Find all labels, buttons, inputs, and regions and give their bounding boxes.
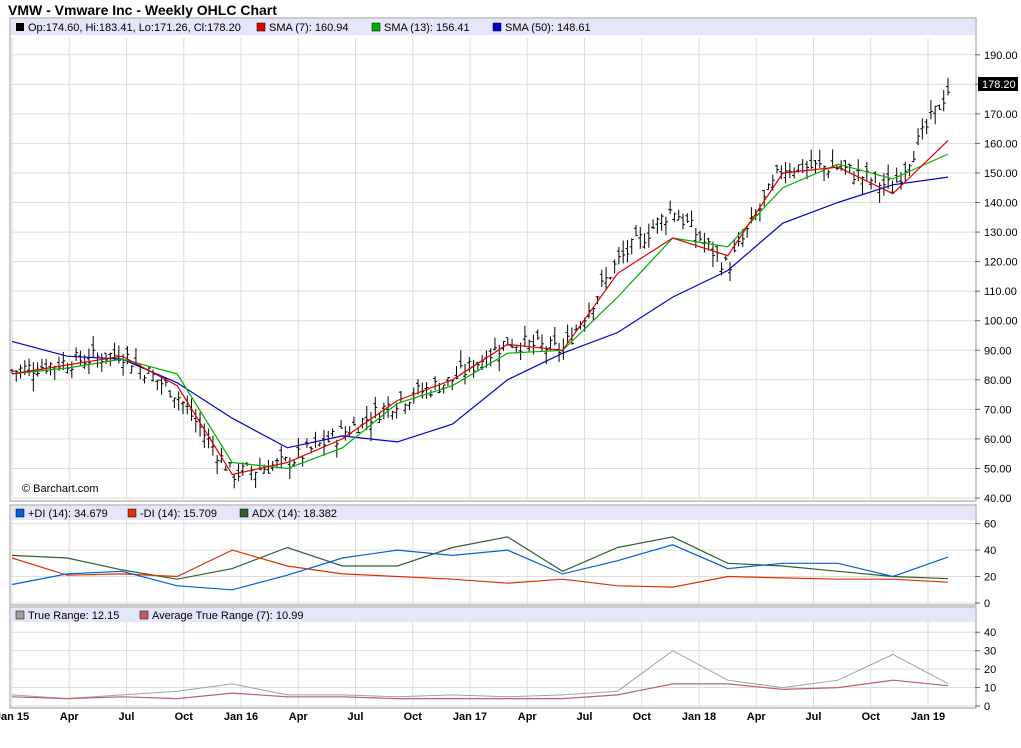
- price-y-tick-label: 120.00: [984, 257, 1018, 269]
- tr-y-tick-label: 40: [984, 627, 996, 639]
- legend-adx: ADX (14): 18.382: [252, 508, 337, 520]
- legend-sma50: SMA (50): 148.61: [505, 22, 591, 34]
- tr-y-tick-label: 0: [984, 701, 990, 713]
- sma13-line: [11, 153, 949, 470]
- price-y-tick-label: 80.00: [984, 375, 1012, 387]
- dmi-y-tick-label: 20: [984, 572, 996, 584]
- x-tick-label: Jan 16: [224, 711, 258, 723]
- tr-y-tick-label: 20: [984, 664, 996, 676]
- dmi-panel: [9, 504, 977, 606]
- minus-di-line: [11, 549, 949, 588]
- price-y-tick-label: 110.00: [984, 286, 1017, 298]
- x-tick-label: Oct: [633, 711, 652, 723]
- legend-atr: Average True Range (7): 10.99: [152, 610, 303, 622]
- price-y-tick-label: 50.00: [984, 463, 1012, 475]
- x-tick-label: Apr: [60, 711, 80, 723]
- x-tick-label: Oct: [404, 711, 423, 723]
- price-y-tick-label: 100.00: [984, 316, 1018, 328]
- legend-swatch-true-range: [15, 610, 25, 620]
- adx-line: [11, 536, 949, 580]
- price-panel: [9, 17, 977, 502]
- legend-swatch-plus-di: [15, 508, 25, 518]
- legend-swatch-sma13: [371, 22, 381, 32]
- tr-y-tick-label: 10: [984, 683, 996, 695]
- x-tick-label: Jul: [806, 711, 822, 723]
- dmi-y-tick-label: 0: [984, 598, 990, 610]
- price-y-tick-label: 160.00: [984, 138, 1018, 150]
- price-y-tick-label: 140.00: [984, 198, 1018, 210]
- x-tick-label: Jul: [577, 711, 593, 723]
- legend-swatch-sma50: [492, 22, 502, 32]
- price-y-tick-label: 70.00: [984, 404, 1012, 416]
- price-y-tick-label: 60.00: [984, 434, 1012, 446]
- tr-legend: True Range: 12.15 Average True Range (7)…: [15, 610, 303, 622]
- dmi-legend: +DI (14): 34.679 -DI (14): 15.709 ADX (1…: [15, 508, 337, 520]
- dmi-y-tick-label: 60: [984, 519, 996, 531]
- legend-true-range: True Range: 12.15: [28, 610, 119, 622]
- true-range-line: [11, 650, 949, 700]
- legend-swatch-ohlc: [16, 23, 24, 31]
- tr-legend-band: [11, 608, 975, 622]
- price-y-tick-label: 150.00: [984, 168, 1018, 180]
- last-price-box: [978, 77, 1018, 91]
- legend-minus-di: -DI (14): 15.709: [140, 508, 217, 520]
- legend-sma13: SMA (13): 156.41: [384, 22, 470, 34]
- legend-plus-di: +DI (14): 34.679: [28, 508, 108, 520]
- dmi-legend-band: [11, 506, 975, 520]
- legend-ohlc: Op:174.60, Hi:183.41, Lo:171.26, Cl:178.…: [28, 22, 241, 34]
- x-tick-label: Oct: [862, 711, 881, 723]
- atr-line: [11, 679, 949, 700]
- tick-labels: Jan 15 Apr Jul Oct Jan 16 Apr Jul Oct Jan 17 Apr J…: [0, 50, 1018, 723]
- x-tick-label: Apr: [289, 711, 309, 723]
- price-y-tick-label: 40.00: [984, 493, 1012, 505]
- legend-swatch-sma7: [256, 22, 266, 32]
- price-y-tick-label: 190.00: [984, 50, 1018, 62]
- barchart-watermark: © Barchart.com: [22, 483, 99, 495]
- legend-swatch-adx: [239, 508, 249, 518]
- legend-swatch-atr: [139, 610, 149, 620]
- sma7-line: [11, 140, 949, 476]
- price-legend: Op:174.60, Hi:183.41, Lo:171.26, Cl:178.…: [16, 22, 591, 34]
- x-tick-label: Apr: [747, 711, 767, 723]
- price-y-tick-label: 170.00: [984, 109, 1018, 121]
- x-tick-label: Jan 17: [453, 711, 487, 723]
- dmi-y-tick-label: 40: [984, 545, 996, 557]
- series-layer: [10, 77, 950, 700]
- price-y-tick-label: 130.00: [984, 227, 1018, 239]
- legend-swatch-minus-di: [127, 508, 137, 518]
- x-tick-label: Jan 18: [682, 711, 716, 723]
- chart-title: VMW - Vmware Inc - Weekly OHLC Chart: [8, 2, 277, 18]
- x-tick-label: Jul: [119, 711, 135, 723]
- x-tick-label: Oct: [175, 711, 194, 723]
- x-tick-label: Jan 19: [911, 711, 945, 723]
- x-tick-label: Jan 15: [0, 711, 29, 723]
- tr-y-tick-label: 30: [984, 646, 996, 658]
- plus-di-line: [11, 544, 949, 591]
- legend-sma7: SMA (7): 160.94: [269, 22, 349, 34]
- last-price-label: 178.20: [982, 79, 1016, 91]
- x-tick-label: Apr: [518, 711, 538, 723]
- price-y-tick-label: 90.00: [984, 345, 1012, 357]
- sma50-line: [11, 176, 949, 449]
- x-tick-label: Jul: [348, 711, 364, 723]
